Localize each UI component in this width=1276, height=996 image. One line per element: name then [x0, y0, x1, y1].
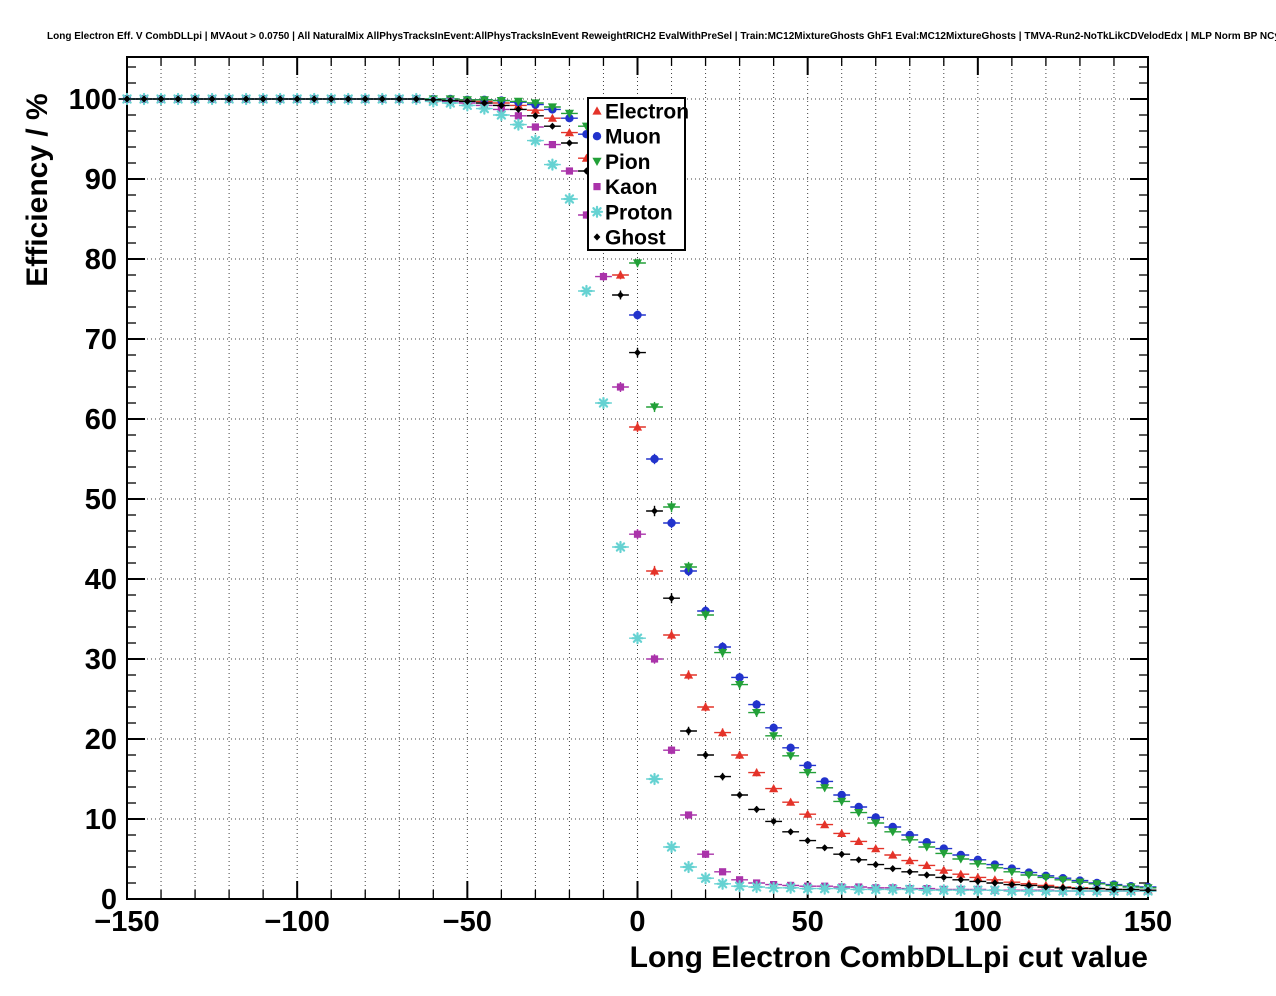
- legend-label-muon: Muon: [605, 126, 661, 149]
- plot-title: Long Electron Eff. V CombDLLpi | MVAout …: [47, 31, 1276, 42]
- series-ghost: [118, 95, 1157, 894]
- y-tick-label: 0: [101, 884, 117, 916]
- legend-entry-proton: Proton: [590, 201, 673, 224]
- legend-entry-ghost: Ghost: [593, 227, 666, 250]
- y-axis-title: Efficiency / %: [21, 93, 54, 287]
- y-tick-label: 30: [85, 644, 117, 676]
- y-tick-label: 10: [85, 804, 117, 836]
- y-tick-label: 70: [85, 324, 117, 356]
- gridlines: [127, 57, 1148, 899]
- y-tick-label: 40: [85, 564, 117, 596]
- x-axis-title: Long Electron CombDLLpi cut value: [629, 941, 1148, 974]
- legend-entry-muon: Muon: [592, 126, 661, 149]
- legend-label-proton: Proton: [605, 201, 673, 224]
- y-tick-label: 80: [85, 244, 117, 276]
- legend-label-kaon: Kaon: [605, 176, 658, 199]
- x-tick-label: 100: [954, 906, 1002, 938]
- x-tick-label: −50: [443, 906, 492, 938]
- x-tick-labels: −150 −100 −50 0 50 100 150: [94, 906, 1172, 938]
- x-tick-label: 50: [792, 906, 824, 938]
- legend-label-electron: Electron: [605, 101, 689, 124]
- y-tick-label: 100: [69, 84, 117, 116]
- legend-entry-electron: Electron: [592, 101, 689, 124]
- legend-entry-pion: Pion: [592, 151, 651, 174]
- legend-entry-kaon: Kaon: [593, 176, 658, 199]
- series-proton: [118, 92, 1157, 898]
- y-tick-labels: 0 10 20 30 40 50 60 70 80 90 100: [69, 84, 117, 916]
- x-tick-label: −150: [94, 906, 159, 938]
- legend-label-pion: Pion: [605, 151, 651, 174]
- x-tick-label: 150: [1124, 906, 1172, 938]
- y-tick-label: 90: [85, 164, 117, 196]
- x-tick-label: 0: [629, 906, 645, 938]
- legend-label-ghost: Ghost: [605, 227, 666, 250]
- x-tick-label: −100: [265, 906, 330, 938]
- y-tick-label: 60: [85, 404, 117, 436]
- y-tick-label: 20: [85, 724, 117, 756]
- y-tick-label: 50: [85, 484, 117, 516]
